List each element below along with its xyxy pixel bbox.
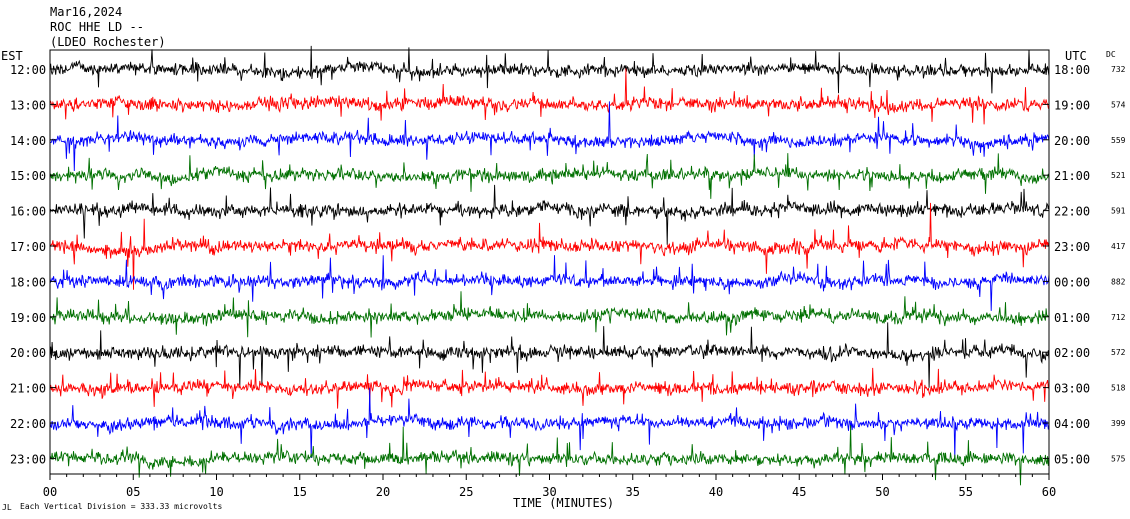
utc-tick-label: 20:00 [1054,134,1090,148]
dc-value: 732 [1111,65,1126,74]
est-tick-label: 23:00 [10,452,46,466]
utc-tick-label: 02:00 [1054,346,1090,360]
trace-line-2200 [49,387,1050,459]
est-hour-labels: 12:00 13:00 14:00 15:00 16:00 17:00 18:00 19:00… [10,63,56,466]
utc-tick-label: 21:00 [1054,169,1090,183]
utc-tick-label: 05:00 [1054,452,1090,466]
dc-value: 574 [1111,100,1126,109]
header-date: Mar16,2024 [50,5,122,19]
est-tick-label: 16:00 [10,205,46,219]
dc-value: 399 [1111,419,1126,428]
x-tick-label: 35 [626,485,640,499]
x-tick-label: 50 [875,485,889,499]
est-tick-label: 22:00 [10,417,46,431]
dc-value: 572 [1111,348,1126,357]
trace-line-1400 [49,101,1050,172]
est-axis-label: EST [1,49,23,63]
trace-line-1800 [49,255,1050,311]
dc-values: 732 574 559 521 591 417 882 712 572 518 399 575 [1111,65,1126,463]
x-axis-label: TIME (MINUTES) [513,496,614,510]
x-tick-label: 45 [792,485,806,499]
utc-tick-label: 01:00 [1054,311,1090,325]
est-tick-label: 12:00 [10,63,46,77]
trace-line-1900 [49,291,1049,338]
x-tick-label: 25 [459,485,473,499]
seismogram-traces [49,45,1050,486]
dc-label: DC [1106,50,1116,59]
est-tick-label: 20:00 [10,346,46,360]
x-axis-ticks: 00 05 10 15 20 25 30 35 40 45 50 55 60 [43,474,1056,499]
dc-value: 518 [1111,384,1126,393]
dc-value: 417 [1111,242,1126,251]
dc-value: 575 [1111,454,1126,463]
trace-line-2300 [49,425,1050,486]
est-tick-label: 21:00 [10,382,46,396]
est-tick-label: 18:00 [10,275,46,289]
x-tick-label: 30 [542,485,556,499]
utc-tick-label: 18:00 [1054,63,1090,77]
trace-line-1500 [49,153,1050,199]
x-tick-label: 60 [1042,485,1056,499]
x-tick-label: 55 [959,485,973,499]
utc-tick-label: 22:00 [1054,205,1090,219]
scale-note: Each Vertical Division = 333.33 microvol… [20,502,222,511]
utc-tick-label: 00:00 [1054,275,1090,289]
header-network: (LDEO Rochester) [50,35,166,49]
x-tick-label: 05 [126,485,140,499]
trace-line-2000 [49,322,1050,388]
x-tick-label: 40 [709,485,723,499]
utc-axis-label: UTC [1065,49,1087,63]
dc-value: 521 [1111,171,1126,180]
x-tick-label: 00 [43,485,57,499]
x-tick-label: 20 [376,485,390,499]
dc-value: 591 [1111,207,1126,216]
utc-tick-label: 03:00 [1054,382,1090,396]
est-tick-label: 17:00 [10,240,46,254]
x-tick-label: 10 [209,485,223,499]
est-tick-label: 13:00 [10,98,46,112]
trace-line-1700 [49,202,1050,290]
est-tick-label: 19:00 [10,311,46,325]
dc-value: 559 [1111,136,1126,145]
header-station: ROC HHE LD -- [50,20,144,34]
utc-hour-labels: 18:00 19:00 20:00 21:00 22:00 23:00 00:00 01:00… [1043,63,1090,466]
dc-value: 882 [1111,277,1126,286]
dc-value: 712 [1111,313,1126,322]
trace-line-1300 [49,68,1050,125]
est-tick-label: 15:00 [10,169,46,183]
est-tick-label: 14:00 [10,134,46,148]
utc-tick-label: 23:00 [1054,240,1090,254]
utc-tick-label: 19:00 [1054,98,1090,112]
trace-line-1600 [49,184,1050,245]
utc-tick-label: 04:00 [1054,417,1090,431]
corner-mark: JL [2,503,12,512]
trace-line-1200 [49,45,1050,94]
trace-line-2100 [49,367,1050,409]
x-tick-label: 15 [293,485,307,499]
